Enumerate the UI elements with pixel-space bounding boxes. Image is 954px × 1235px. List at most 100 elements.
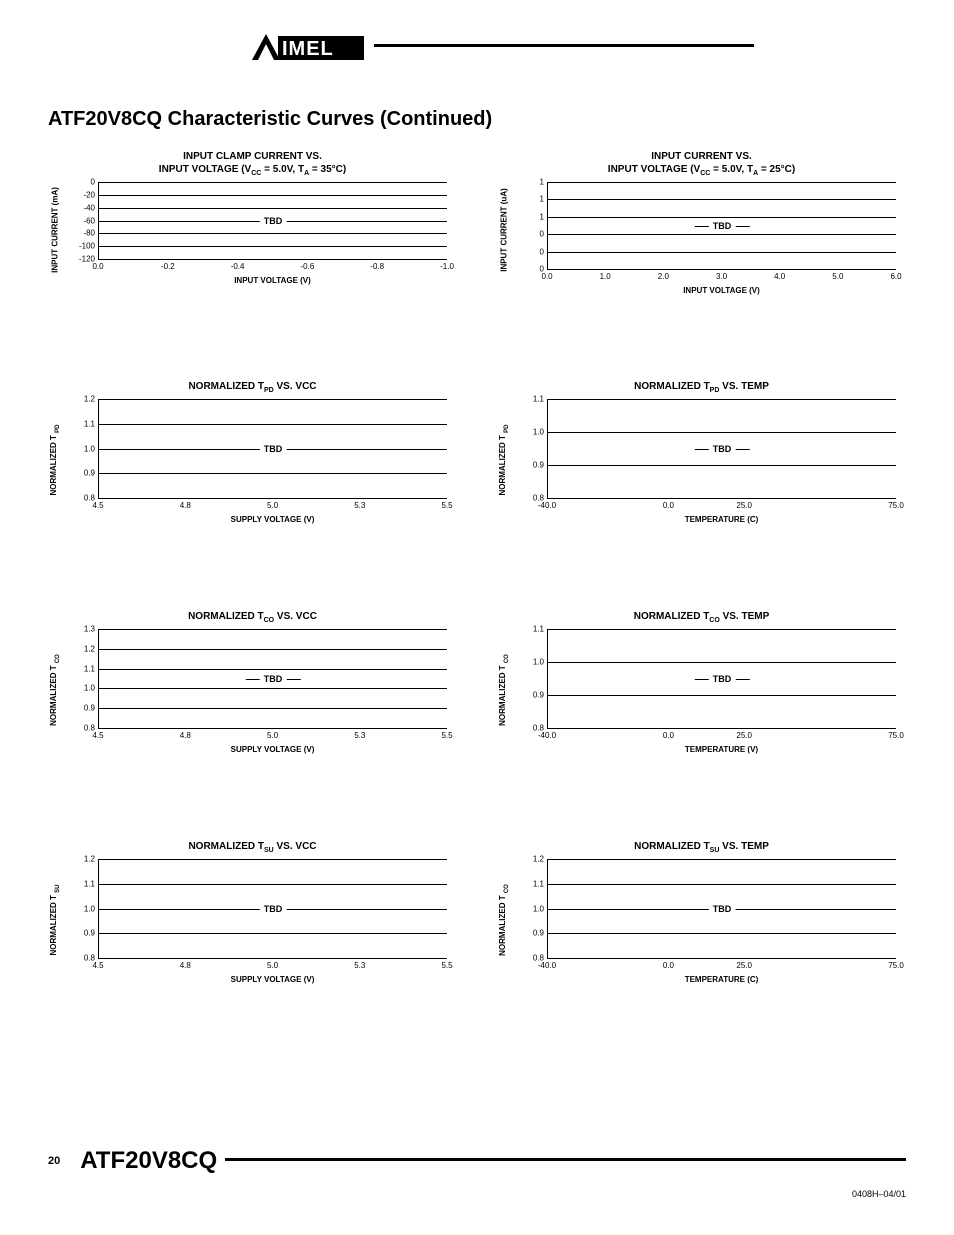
xtick-label: 5.5 [441, 731, 452, 740]
xtick-label: 0.0 [541, 272, 552, 281]
xtick-label: 25.0 [736, 501, 752, 510]
xtick-label: -0.2 [161, 262, 175, 271]
atmel-logo: IMEL [248, 30, 368, 64]
ytick-label: 1.2 [84, 644, 99, 653]
gridline [548, 182, 896, 183]
ytick-label: 1 [540, 195, 548, 204]
xtick-label: -40.0 [538, 501, 556, 510]
chart-title-line2: INPUT VOLTAGE (VCC = 5.0V, TA = 25°C) [497, 163, 906, 178]
xtick-row: -40.00.025.075.0 [547, 499, 896, 513]
ytick-label: 1.1 [84, 879, 99, 888]
xtick-label: 6.0 [890, 272, 901, 281]
xtick-label: 75.0 [888, 961, 904, 970]
gridline [99, 688, 447, 689]
gridline [548, 884, 896, 885]
xtick-row: 4.54.85.05.35.5 [98, 499, 447, 513]
chart-ylabel: NORMALIZED T CO [498, 860, 510, 980]
gridline [99, 195, 447, 196]
xtick-label: 5.3 [354, 731, 365, 740]
page-title: ATF20V8CQ Characteristic Curves (Continu… [48, 108, 492, 131]
ytick-label: 1.2 [84, 855, 99, 864]
xtick-label: 4.5 [92, 961, 103, 970]
xtick-label: 3.0 [716, 272, 727, 281]
ytick-label: 0.9 [533, 929, 548, 938]
charts-grid: INPUT CLAMP CURRENT VS.INPUT VOLTAGE (VC… [48, 150, 906, 1000]
ytick-label: 1.0 [533, 904, 548, 913]
plot-area: 1.21.11.00.90.8TBD [547, 859, 896, 959]
ytick-label: 1.1 [533, 395, 548, 404]
ytick-label: 1.0 [84, 444, 99, 453]
ytick-label: 1.1 [533, 625, 548, 634]
svg-text:IMEL: IMEL [282, 38, 334, 60]
gridline [99, 208, 447, 209]
plot-area: 0-20-40-60-80-100-120TBD [98, 182, 447, 260]
tbd-label: TBD [709, 444, 736, 454]
ytick-label: 0.9 [84, 469, 99, 478]
ytick-label: 1.3 [84, 625, 99, 634]
tbd-label: TBD [709, 221, 736, 231]
xtick-label: 4.8 [180, 961, 191, 970]
tbd-label: TBD [260, 904, 287, 914]
xtick-label: 0.0 [663, 501, 674, 510]
chart-xlabel: INPUT VOLTAGE (V) [547, 286, 896, 295]
chart-title: NORMALIZED TPD VS. TEMP [497, 380, 906, 395]
ytick-label: -80 [83, 229, 99, 238]
ytick-label: 1.1 [84, 419, 99, 428]
chart-cell: INPUT CLAMP CURRENT VS.INPUT VOLTAGE (VC… [48, 150, 457, 310]
plot-area: 1.21.11.00.90.8TBD [98, 399, 447, 499]
header-rule [374, 44, 754, 47]
ytick-label: 1 [540, 178, 548, 187]
xtick-label: 5.0 [267, 501, 278, 510]
xtick-label: 2.0 [658, 272, 669, 281]
ytick-label: 0.9 [84, 929, 99, 938]
plot-area: 1.21.11.00.90.8TBD [98, 859, 447, 959]
ytick-label: 0 [540, 247, 548, 256]
ytick-label: -100 [79, 242, 99, 251]
gridline [548, 234, 896, 235]
tbd-label: TBD [709, 674, 736, 684]
xtick-row: 0.01.02.03.04.05.06.0 [547, 270, 896, 284]
xtick-row: -40.00.025.075.0 [547, 959, 896, 973]
gridline [99, 708, 447, 709]
chart-xlabel: TEMPERATURE (C) [547, 975, 896, 984]
xtick-label: 4.0 [774, 272, 785, 281]
tbd-label: TBD [260, 674, 287, 684]
xtick-label: -0.6 [300, 262, 314, 271]
gridline [548, 465, 896, 466]
footer-rule [225, 1158, 906, 1161]
tbd-label: TBD [709, 904, 736, 914]
plot-area: 1.11.00.90.8TBD [547, 629, 896, 729]
gridline [99, 649, 447, 650]
xtick-label: -40.0 [538, 731, 556, 740]
chart-ylabel: INPUT CURRENT (mA) [51, 170, 60, 290]
xtick-label: 5.5 [441, 501, 452, 510]
xtick-label: 25.0 [736, 731, 752, 740]
gridline [99, 399, 447, 400]
xtick-label: 4.5 [92, 731, 103, 740]
gridline [548, 399, 896, 400]
chart-title-line2: INPUT VOLTAGE (VCC = 5.0V, TA = 35°C) [48, 163, 457, 178]
chart-title: NORMALIZED TCO VS. VCC [48, 610, 457, 625]
xtick-label: 75.0 [888, 501, 904, 510]
gridline [99, 473, 447, 474]
xtick-label: 75.0 [888, 731, 904, 740]
chart-xlabel: SUPPLY VOLTAGE (V) [98, 975, 447, 984]
xtick-label: 5.0 [267, 731, 278, 740]
chart-cell: INPUT CURRENT VS.INPUT VOLTAGE (VCC = 5.… [497, 150, 906, 310]
gridline [99, 933, 447, 934]
xtick-row: 0.0-0.2-0.4-0.6-0.8-1.0 [98, 260, 447, 274]
xtick-row: 4.54.85.05.35.5 [98, 729, 447, 743]
gridline [548, 662, 896, 663]
chart-cell: NORMALIZED TPD VS. TEMP NORMALIZED T PD 1.… [497, 380, 906, 540]
xtick-label: 4.8 [180, 501, 191, 510]
chart-ylabel: NORMALIZED T PD [498, 400, 510, 520]
chart-xlabel: INPUT VOLTAGE (V) [98, 276, 447, 285]
xtick-label: 4.8 [180, 731, 191, 740]
gridline [99, 629, 447, 630]
xtick-label: -40.0 [538, 961, 556, 970]
xtick-label: 0.0 [663, 731, 674, 740]
xtick-label: 0.0 [663, 961, 674, 970]
plot-area: 1.11.00.90.8TBD [547, 399, 896, 499]
xtick-label: 5.3 [354, 501, 365, 510]
ytick-label: 1.0 [84, 684, 99, 693]
